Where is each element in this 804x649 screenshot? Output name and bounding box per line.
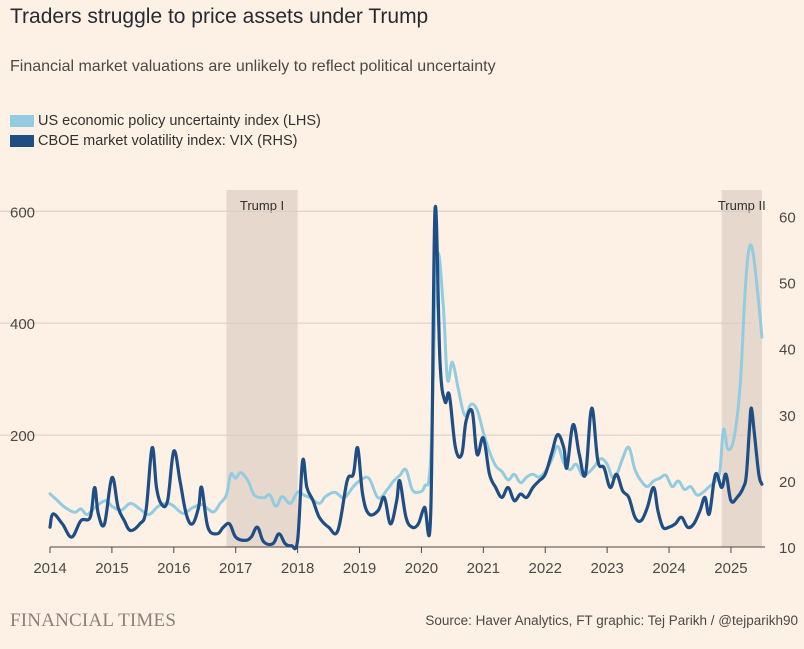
shaded-period-label: Trump I (240, 198, 284, 213)
left-axis-tick-label: 400 (10, 316, 35, 333)
x-axis-tick-label: 2019 (343, 560, 376, 577)
x-axis-tick-label: 2017 (219, 560, 252, 577)
shaded-period-0 (226, 190, 298, 547)
x-axis-tick-label: 2023 (590, 560, 623, 577)
right-axis-tick-label: 50 (779, 276, 796, 293)
chart-subtitle: Financial market valuations are unlikely… (10, 58, 496, 75)
x-axis-tick-label: 2025 (714, 560, 747, 577)
right-axis-tick-label: 40 (779, 342, 796, 359)
x-axis-tick-label: 2022 (529, 560, 562, 577)
x-axis-tick-label: 2016 (157, 560, 190, 577)
right-axis-tick-label: 20 (779, 474, 796, 491)
x-axis-tick-label: 2018 (281, 560, 314, 577)
x-axis-tick-label: 2020 (405, 560, 438, 577)
x-axis-tick-label: 2014 (33, 560, 66, 577)
vix-line (48, 204, 764, 551)
shaded-period-label: Trump II (718, 198, 766, 213)
x-axis-tick-label: 2024 (652, 560, 685, 577)
legend-swatch-vix (10, 135, 34, 147)
right-axis-tick-label: 30 (779, 408, 796, 425)
left-axis-tick-label: 600 (10, 204, 35, 221)
chart-plot: Trump I Trump II 200 400 600 10 20 30 40 50 60 2014… (0, 190, 796, 577)
left-axis-tick-label: 200 (10, 428, 35, 445)
legend-item-policy-uncertainty: US economic policy uncertainty index (LH… (10, 112, 321, 130)
x-axis-tick-label: 2015 (95, 560, 128, 577)
legend-item-vix: CBOE market volatility index: VIX (RHS) (10, 132, 297, 150)
x-axis-tick-label: 2021 (467, 560, 500, 577)
legend-label-policy-uncertainty: US economic policy uncertainty index (LH… (38, 113, 321, 129)
right-axis-tick-label: 10 (779, 540, 796, 557)
right-axis-tick-label: 60 (779, 209, 796, 226)
source-note: Source: Haver Analytics, FT graphic: Tej… (425, 613, 798, 628)
chart-title: Traders struggle to price assets under T… (10, 5, 429, 28)
legend-swatch-policy-uncertainty (10, 115, 34, 127)
legend-label-vix: CBOE market volatility index: VIX (RHS) (38, 133, 298, 149)
brand-logo: FINANCIAL TIMES (10, 610, 177, 631)
